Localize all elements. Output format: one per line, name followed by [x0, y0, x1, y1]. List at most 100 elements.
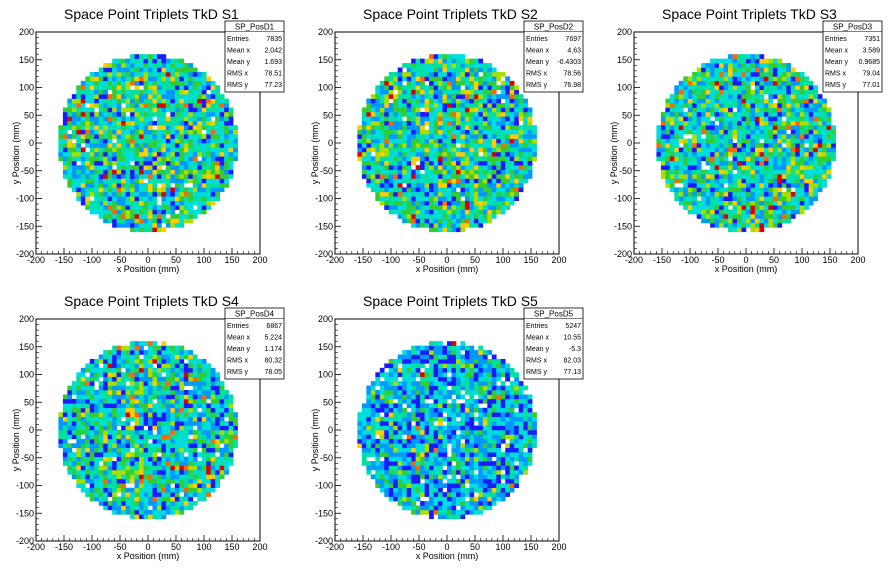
heatmap-bin — [139, 58, 144, 64]
heatmap-bin — [206, 85, 212, 91]
heatmap-bin — [103, 447, 108, 453]
heatmap-bin — [89, 438, 95, 444]
heatmap-bin — [112, 461, 117, 466]
heatmap-bin — [781, 156, 787, 162]
heatmap-bin — [478, 103, 484, 108]
heatmap-bin — [478, 143, 484, 148]
heatmap-bin — [759, 125, 765, 130]
heatmap-bin — [692, 147, 698, 153]
heatmap-bin — [165, 461, 171, 466]
heatmap-bin — [455, 200, 461, 206]
heatmap-bin — [384, 143, 390, 148]
heatmap-bin — [156, 89, 162, 95]
heatmap-bin — [361, 134, 367, 139]
heatmap-bin — [808, 169, 814, 175]
heatmap-bin — [714, 165, 720, 170]
heatmap-bin — [116, 200, 122, 206]
heatmap-bin — [411, 214, 416, 219]
heatmap-bin — [719, 196, 724, 202]
heatmap-bin — [737, 54, 742, 59]
heatmap-bin — [161, 483, 167, 489]
heatmap-bin — [219, 138, 225, 144]
heatmap-bin — [669, 178, 675, 184]
heatmap-bin — [455, 103, 461, 108]
heatmap-bin — [98, 116, 104, 122]
heatmap-bin — [777, 165, 783, 170]
heatmap-bin — [447, 209, 452, 215]
heatmap-bin — [130, 187, 135, 193]
heatmap-bin — [85, 381, 91, 386]
heatmap-bin — [696, 160, 702, 166]
heatmap-bin — [125, 407, 131, 413]
heatmap-bin — [804, 156, 810, 162]
heatmap-bin — [112, 214, 117, 219]
heatmap-bin — [233, 143, 238, 148]
heatmap-bin — [518, 160, 524, 166]
heatmap-bin — [393, 120, 399, 126]
heatmap-bin — [125, 430, 131, 435]
heatmap-bin — [62, 143, 68, 148]
heatmap-bin — [402, 156, 407, 162]
heatmap-bin — [174, 111, 180, 117]
heatmap-bin — [143, 341, 149, 346]
heatmap-bin — [429, 143, 434, 148]
heatmap-bin — [397, 205, 403, 210]
heatmap-bin — [201, 138, 207, 144]
heatmap-bin — [174, 478, 180, 484]
heatmap-bin — [505, 103, 511, 108]
heatmap-bin — [424, 151, 430, 157]
heatmap-bin — [505, 89, 511, 95]
heatmap-bin — [103, 156, 108, 162]
heatmap-bin — [116, 434, 122, 440]
heatmap-bin — [696, 191, 702, 197]
heatmap-bin — [429, 116, 434, 122]
heatmap-bin — [763, 129, 769, 135]
heatmap-bin — [71, 390, 77, 395]
heatmap-bin — [125, 200, 131, 206]
heatmap-bin — [696, 151, 702, 157]
heatmap-bin — [125, 147, 131, 153]
heatmap-bin — [813, 89, 818, 95]
heatmap-bin — [478, 94, 484, 99]
heatmap-bin — [804, 107, 810, 113]
heatmap-bin — [696, 200, 702, 206]
heatmap-bin — [228, 125, 234, 130]
heatmap-bin — [148, 67, 153, 73]
heatmap-bin — [469, 147, 475, 153]
heatmap-bin — [112, 120, 117, 126]
heatmap-bin — [103, 443, 108, 449]
heatmap-bin — [174, 98, 180, 104]
heatmap-bin — [692, 80, 698, 86]
heatmap-bin — [464, 58, 470, 64]
heatmap-bin — [179, 465, 185, 471]
heatmap-bin — [723, 111, 729, 117]
heatmap-bin — [464, 174, 470, 179]
heatmap-bin — [121, 452, 126, 457]
heatmap-bin — [139, 425, 144, 431]
heatmap-bin — [170, 143, 176, 148]
heatmap-bin — [130, 452, 135, 457]
heatmap-bin — [831, 134, 836, 139]
heatmap-bin — [156, 169, 162, 175]
heatmap-bin — [156, 58, 162, 64]
heatmap-bin — [170, 151, 176, 157]
heatmap-bin — [438, 151, 443, 157]
heatmap-bin — [678, 80, 684, 86]
heatmap-bin — [473, 67, 479, 73]
heatmap-bin — [188, 98, 194, 104]
heatmap-bin — [514, 125, 519, 130]
heatmap-bin — [455, 209, 461, 215]
heatmap-bin — [719, 151, 724, 157]
heatmap-bin — [188, 151, 194, 157]
heatmap-bin — [80, 165, 86, 170]
heatmap-bin — [179, 63, 185, 68]
heatmap-bin — [732, 85, 738, 91]
heatmap-bin — [224, 129, 229, 135]
heatmap-bin — [424, 120, 430, 126]
heatmap-bin — [710, 120, 715, 126]
heatmap-bin — [179, 76, 185, 82]
heatmap-bin — [165, 160, 171, 166]
heatmap-bin — [179, 191, 185, 197]
heatmap-bin — [370, 178, 376, 184]
heatmap-bin — [80, 98, 86, 104]
